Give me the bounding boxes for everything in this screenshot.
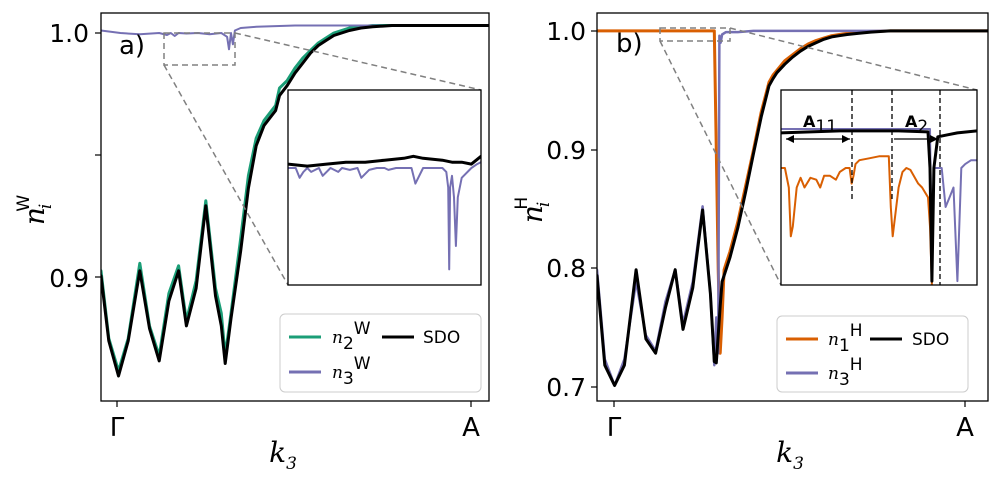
panel-b-legend-label-sdo: SDO: [912, 330, 949, 350]
panel-b-xtick-gamma: Γ: [607, 413, 622, 443]
panel-b: 1.0 0.9 0.8 0.7 Γ A k3 niH b) A11 A2: [512, 12, 989, 474]
panel-a-zoom-connector: [163, 64, 289, 286]
panel-a-inset-series-sdo: [288, 154, 481, 168]
panel-a-label: a): [119, 31, 145, 61]
panel-a-inset-bg: [288, 90, 481, 285]
panel-a-ytick-label: 0.9: [49, 264, 89, 293]
panel-b-ylabel: niH: [512, 197, 554, 223]
panel-b-inset-plot: [781, 128, 977, 285]
panel-b-series-sdo: [597, 29, 988, 387]
panel-a-xtick-gamma: Γ: [110, 413, 125, 443]
panel-b-arrowhead: [786, 135, 794, 143]
panel-b-ytick-label: 0.7: [546, 373, 586, 402]
panel-b-legend-box: [776, 315, 969, 393]
panel-a-frame: [100, 12, 490, 402]
panel-a-legend-label-n3: n3W: [332, 354, 371, 389]
panel-b-legend-label-n3: n3H: [828, 355, 863, 390]
panel-a-legend-label-n2: n2W: [332, 319, 371, 354]
panel-b-zoom-connector: [729, 27, 978, 91]
panel-a-inset-frame: [287, 89, 482, 286]
panel-b-ytick-label: 0.8: [546, 254, 586, 283]
panel-b-ytick-label: 1.0: [546, 17, 586, 46]
panel-b-zoom-connector: [659, 40, 782, 286]
panel-b-plot-area: [597, 29, 988, 387]
svg-text:niH: niH: [512, 197, 554, 223]
panel-a-legend-label-sdo: SDO: [423, 328, 460, 348]
svg-text:niW: niW: [14, 195, 56, 225]
panel-b-arrowhead: [842, 135, 850, 143]
panel-a-xlabel: k3: [269, 436, 297, 474]
panel-b-ytick-label: 0.9: [546, 136, 586, 165]
panel-b-xtick-a: A: [956, 413, 974, 443]
panel-a: 1.0 0.9 Γ A k3 niW a) n2W n3W SDO: [14, 12, 490, 474]
panel-b-annotation-a2: A2: [905, 112, 928, 137]
panel-a-zoom-connector: [234, 32, 482, 91]
panel-a-legend: n2W n3W SDO: [279, 313, 482, 393]
panel-b-zoom-box: [659, 27, 731, 42]
panel-b-annotation-a11: A11: [803, 112, 837, 137]
panel-a-ylabel: niW: [14, 195, 56, 225]
panel-a-xtick-a: A: [462, 413, 480, 443]
panel-b-arrowhead: [930, 135, 938, 143]
panel-a-legend-box: [279, 313, 482, 393]
panel-b-legend: n1H n3H SDO: [776, 315, 969, 393]
panel-b-xlabel: k3: [776, 436, 804, 474]
panel-a-inset-series-n3w: [288, 161, 481, 271]
panel-a-series-sdo: [101, 24, 489, 378]
panel-b-inset-series-n1h: [781, 155, 933, 285]
panel-a-series-n3w: [101, 24, 489, 51]
panel-b-inset-frame: [780, 89, 978, 286]
panel-b-label: b): [616, 29, 643, 59]
panel-a-inset-plot: [288, 154, 481, 271]
panel-a-zoom-box: [163, 32, 236, 66]
panel-b-inset-series-sdo: [781, 129, 977, 283]
panel-b-legend-label-n1: n1H: [828, 321, 863, 356]
panel-b-frame: [596, 12, 989, 402]
panel-a-ytick-label: 1.0: [49, 19, 89, 48]
